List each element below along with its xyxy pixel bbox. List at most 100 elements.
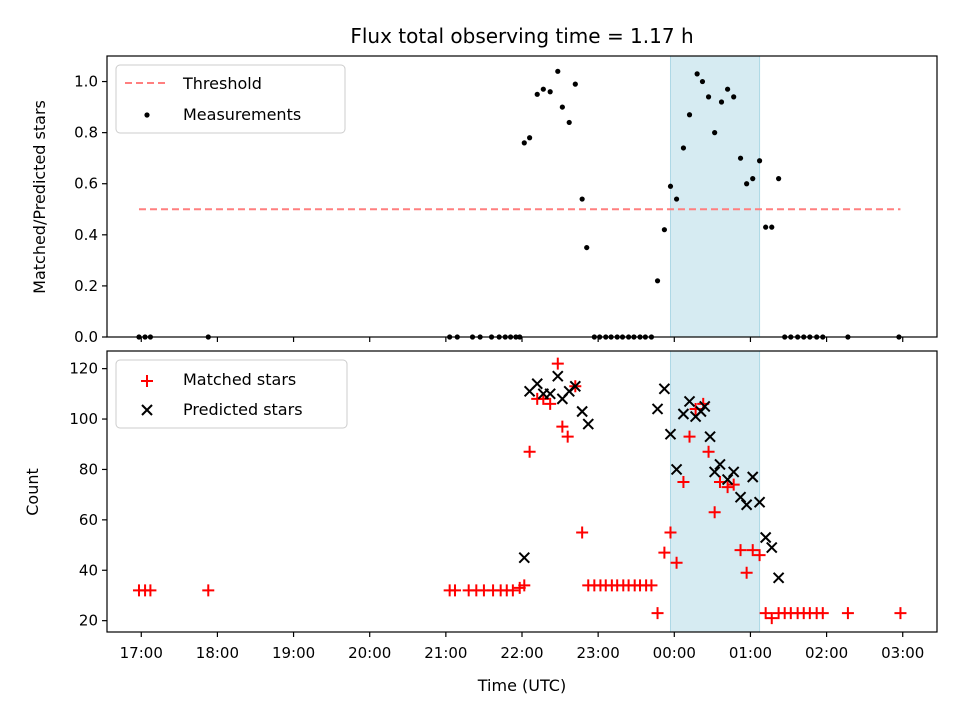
measurement-point [540,86,546,92]
predicted-star-point [699,400,711,413]
measurement-point [744,181,750,187]
x-tick-label: 00:00 [653,644,696,662]
matched-star-point [658,546,671,559]
bottom-plot-panel: 20 40 60 80 100 120 17:00 18:00 19:00 20:00 21:00… [23,350,938,695]
x-tick-label: 01:00 [729,644,772,662]
top-ytick-label: 0.4 [74,226,98,244]
measurement-point [686,112,693,118]
matched-star-point [746,544,759,557]
measurement-point [654,278,661,284]
matched-star-point [721,481,734,494]
predicted-star-point [518,551,530,564]
matched-star-point [734,544,747,557]
predicted-star-point [677,408,690,420]
predicted-star-point [658,383,671,395]
top-ytick-label: 0.0 [74,328,98,346]
measurement-point [694,71,700,77]
measurement-point [680,145,687,151]
predicted-star-point [552,370,564,382]
x-tick-label: 22:00 [500,644,543,662]
predicted-star-point [766,541,778,554]
matched-star-point [556,420,569,433]
legend-measurements-swatch [144,112,150,118]
bottom-axes-frame [106,350,938,633]
bottom-y-axis-label: Count [23,468,42,516]
measurement-point [712,130,718,136]
observing-window-shade-bottom [669,350,761,633]
matched-star-point [894,607,907,620]
matched-star-point [683,430,696,443]
legend-predicted-label: Predicted stars [183,400,303,419]
x-tick-label: 23:00 [577,644,620,662]
predicted-star-point [569,380,582,392]
measurement-point [673,196,680,202]
predicted-star-point [683,395,696,408]
predicted-star-point [740,499,753,511]
predicted-star-point [670,463,683,476]
matched-star-point [765,612,778,625]
measurement-point [731,94,737,100]
measurement-point [534,91,540,97]
measurement-point [555,68,561,74]
chart-title: Flux total observing time = 1.17 h [350,24,693,48]
bottom-ytick-label: 60 [79,511,98,529]
predicted-star-point [531,378,543,390]
matched-star-point [551,357,564,370]
bottom-ytick-label: 40 [79,561,98,579]
measurement-point [737,155,744,161]
matched-star-point [753,549,766,562]
x-tick-label: 20:00 [348,644,391,662]
legend-matched-swatch [141,375,153,387]
predicted-star-point [772,572,785,584]
bottom-ytick-label: 100 [69,410,98,428]
top-ytick-label: 0.2 [74,277,98,295]
matched-star-point [144,584,157,597]
matched-star-point [645,579,658,592]
predicted-star-point [759,531,772,544]
matched-star-point [561,430,574,443]
legend-measurements-label: Measurements [183,105,301,124]
top-axes-frame [106,55,938,338]
top-y-axis-label: Matched/Predicted stars [30,100,49,294]
measurement-point [584,244,590,251]
predicted-star-point [576,405,588,418]
measurement-point [559,104,565,110]
legend-threshold-label: Threshold [182,74,262,93]
measurement-point [661,227,667,233]
predicted-star-point [664,428,677,440]
bottom-ytick-label: 20 [79,612,98,630]
matched-star-point [677,476,690,489]
predicted-star-point [727,466,740,478]
top-ytick-label: 1.0 [74,73,98,91]
measurement-point [763,224,769,230]
matched-star-point [544,397,557,410]
matched-star-point [727,478,740,491]
predicted-star-point [753,496,766,508]
x-tick-label: 17:00 [120,644,163,662]
x-axis-label: Time (UTC) [477,676,566,695]
predicted-star-point [721,473,734,486]
top-legend: Threshold Measurements [115,64,346,134]
matched-star-point [518,579,531,592]
predicted-star-point [747,471,759,483]
x-tick-label: 19:00 [272,644,315,662]
top-ytick-label: 0.8 [74,124,98,142]
measurement-point [718,99,725,105]
measurement-point [724,86,731,92]
x-tick-label: 21:00 [424,644,467,662]
predicted-star-point [544,388,556,400]
measurement-point [521,140,527,146]
x-tick-label: 02:00 [805,644,848,662]
measurement-point [756,158,763,164]
matched-star-point [651,607,664,620]
measurement-point [527,135,533,141]
measurement-point [547,89,553,95]
predicted-star-point [734,491,747,503]
predicted-star-point [714,458,726,471]
predicted-star-point [582,418,594,430]
observing-window-shade-top [669,55,761,338]
legend-matched-label: Matched stars [183,370,296,389]
top-ytick-label: 0.6 [74,175,98,193]
bottom-ytick-label: 80 [79,460,98,478]
matched-star-point [523,445,536,458]
